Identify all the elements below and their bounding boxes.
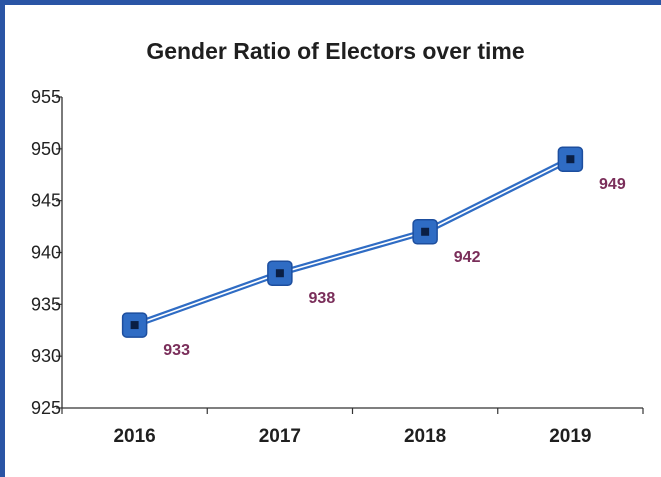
chart-title: Gender Ratio of Electors over time — [146, 38, 525, 64]
y-tick-label: 925 — [31, 398, 61, 418]
y-tick-label: 930 — [31, 346, 61, 366]
series-line — [133, 156, 572, 328]
marker-center — [275, 269, 284, 278]
x-tick-label: 2017 — [259, 426, 301, 447]
x-tick-label: 2019 — [549, 426, 591, 447]
data-label-2018: 942 — [454, 249, 481, 266]
data-label-2017: 938 — [309, 290, 336, 307]
y-axis-ticks: 925 930 935 940 945 950 955 — [31, 87, 62, 418]
line-chart: 925 930 935 940 945 950 955 2016 2017 2018 2019 9… — [31, 87, 644, 447]
x-axis-ticks: 2016 2017 2018 2019 — [61, 408, 644, 447]
data-labels: 933 938 942 949 — [163, 176, 626, 359]
x-tick-label: 2018 — [404, 426, 446, 447]
data-point-2019 — [557, 146, 584, 172]
data-point-2017 — [267, 260, 293, 286]
series-group — [121, 146, 584, 338]
data-label-2019: 949 — [599, 176, 626, 193]
marker-center — [421, 227, 430, 236]
y-tick-label: 940 — [31, 243, 61, 263]
marker-center — [130, 321, 139, 330]
y-tick-label: 950 — [31, 139, 61, 159]
y-tick-label: 935 — [31, 294, 61, 314]
x-tick-label: 2016 — [113, 426, 155, 447]
series-line-highlight — [134, 158, 571, 326]
y-tick-label: 955 — [31, 87, 61, 107]
data-label-2016: 933 — [163, 342, 190, 359]
marker-center — [566, 155, 575, 164]
data-point-2018 — [412, 219, 438, 245]
data-point-2016 — [121, 312, 148, 338]
y-tick-label: 945 — [31, 191, 61, 211]
